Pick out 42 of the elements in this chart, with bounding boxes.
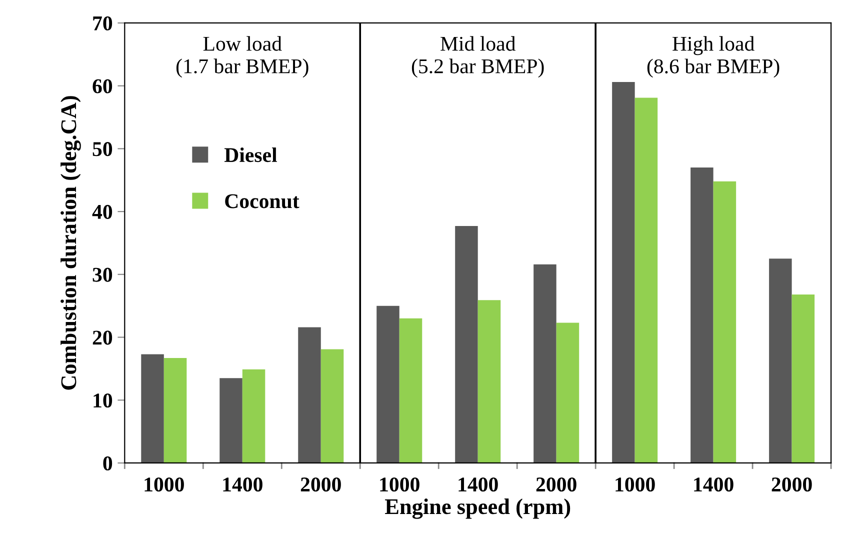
bar [455, 226, 478, 463]
bar [141, 354, 164, 463]
bar [713, 181, 736, 463]
bar [634, 98, 658, 463]
bar [298, 327, 321, 463]
y-tick-label: 0 [103, 456, 112, 470]
x-tick-label: 2000 [300, 477, 341, 492]
bar [534, 264, 556, 463]
bar [242, 369, 266, 463]
bar [164, 358, 187, 463]
x-axis-title: Engine speed (rpm) [385, 498, 570, 519]
x-tick-label: 2000 [536, 477, 576, 492]
y-axis-title: Combustion duration (deg.CA) [60, 96, 81, 390]
x-tick-label: 1000 [616, 477, 655, 492]
legend-label: Coconut [225, 194, 300, 208]
y-tick-label: 30 [92, 268, 112, 282]
annotation: Low load (1.7 bar BMEP) [176, 36, 308, 78]
x-tick-label: 1000 [380, 477, 420, 492]
y-tick-label: 10 [94, 393, 112, 408]
x-tick-label: 1000 [144, 477, 184, 492]
bar [556, 322, 580, 463]
bar [320, 349, 344, 463]
bar [399, 318, 422, 463]
y-tick-label: 40 [92, 204, 112, 219]
y-tick-label: 20 [92, 330, 112, 345]
bar [792, 294, 815, 463]
y-tick-label: 50 [92, 142, 112, 156]
x-tick-label: 1400 [694, 477, 734, 492]
bar [376, 306, 400, 463]
legend-label: Diesel [224, 147, 277, 162]
annotation: Mid load (5.2 bar BMEP) [412, 36, 544, 78]
bar [690, 168, 714, 463]
x-tick-label: 2000 [772, 477, 812, 492]
x-tick-label: 1400 [458, 477, 498, 492]
bar [478, 300, 501, 463]
bar [769, 258, 792, 463]
annotation: High load (8.6 bar BMEP) [647, 36, 780, 78]
x-tick-label: 1400 [223, 477, 262, 492]
y-tick-label: 60 [92, 79, 112, 94]
bar [612, 82, 635, 463]
y-tick-label: 70 [93, 16, 112, 30]
bar [220, 378, 242, 463]
